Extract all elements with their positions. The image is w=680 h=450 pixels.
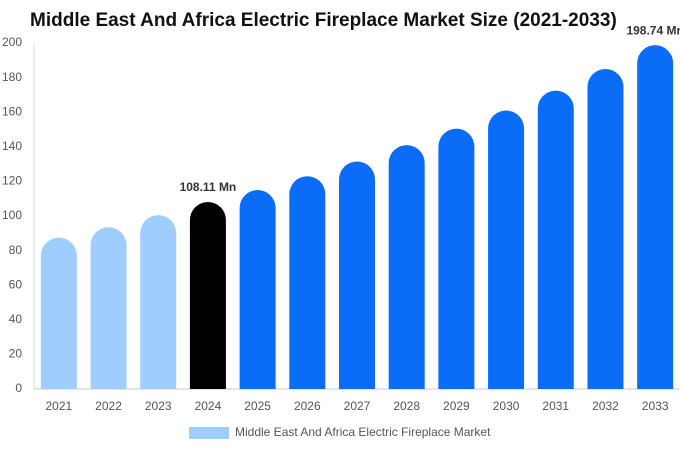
value-label: 198.74 Mn — [626, 23, 680, 37]
legend-swatch — [189, 427, 229, 439]
bar — [438, 128, 475, 389]
y-tick-label: 0 — [15, 381, 22, 395]
bar — [587, 68, 624, 389]
x-tick-label: 2024 — [195, 399, 222, 413]
bar — [40, 237, 77, 389]
x-tick-label: 2031 — [542, 399, 569, 413]
bar — [388, 145, 425, 389]
bar — [90, 227, 127, 389]
y-tick-label: 60 — [9, 277, 23, 291]
y-tick-label: 200 — [2, 35, 22, 49]
bar — [189, 201, 226, 389]
x-tick-label: 2028 — [393, 399, 420, 413]
x-tick-label: 2025 — [244, 399, 271, 413]
y-tick-label: 180 — [2, 70, 22, 84]
bar — [339, 161, 375, 389]
x-tick-label: 2030 — [493, 399, 520, 413]
x-tick-label: 2021 — [45, 399, 72, 413]
bar — [637, 45, 674, 389]
bar — [488, 110, 525, 389]
bar — [140, 215, 177, 389]
y-tick-label: 80 — [9, 243, 23, 257]
x-tick-label: 2026 — [294, 399, 321, 413]
y-tick-label: 20 — [9, 347, 23, 361]
x-tick-label: 2033 — [642, 399, 669, 413]
x-tick-label: 2029 — [443, 399, 470, 413]
x-tick-label: 2032 — [592, 399, 619, 413]
chart-title: Middle East And Africa Electric Fireplac… — [30, 10, 617, 31]
x-tick-label: 2023 — [145, 399, 172, 413]
y-tick-label: 140 — [2, 139, 22, 153]
x-tick-label: 2022 — [95, 399, 122, 413]
value-label: 108.11 Mn — [180, 180, 237, 194]
y-tick-label: 40 — [9, 312, 23, 326]
bar — [239, 190, 276, 389]
y-tick-label: 120 — [2, 174, 22, 188]
bar — [289, 176, 326, 389]
y-tick-label: 100 — [2, 208, 22, 222]
y-tick-label: 160 — [2, 104, 22, 118]
x-tick-label: 2027 — [344, 399, 371, 413]
legend-label: Middle East And Africa Electric Fireplac… — [235, 425, 491, 439]
bar — [537, 90, 574, 389]
